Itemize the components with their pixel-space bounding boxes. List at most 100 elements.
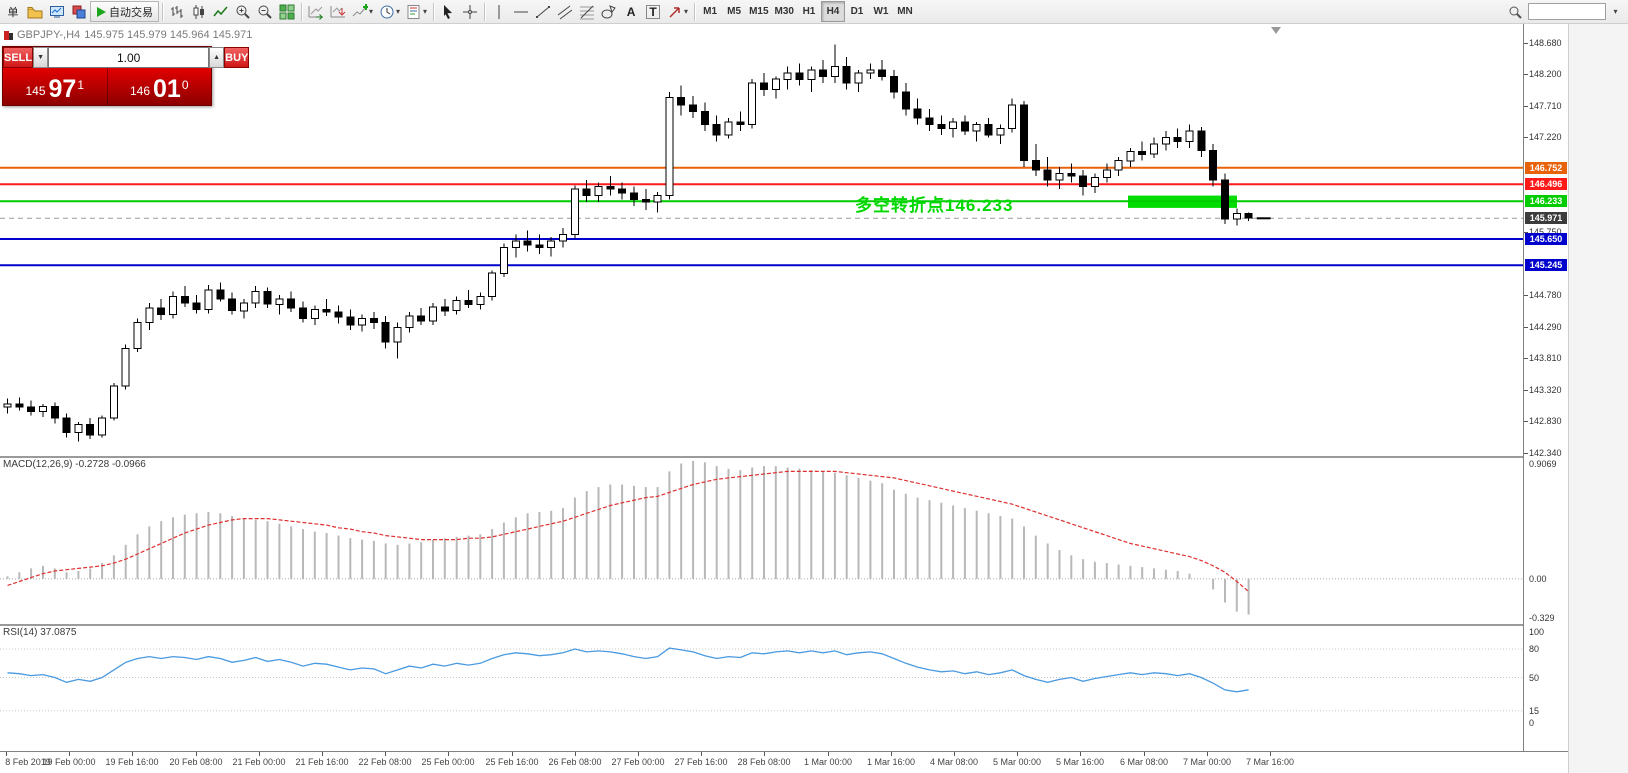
time-axis-label: 1 Mar 16:00 <box>866 757 916 767</box>
zoom-in-button[interactable] <box>232 1 254 22</box>
chart-symbol: GBPJPY-,H4 <box>17 29 81 41</box>
time-axis-label: 21 Feb 00:00 <box>232 757 286 767</box>
play-icon <box>97 6 106 17</box>
main-chart[interactable] <box>0 24 1523 456</box>
macd-histogram <box>6 460 1250 615</box>
search-input[interactable] <box>1528 3 1606 20</box>
text-label-tool[interactable]: T <box>642 1 664 22</box>
time-tick-mark <box>575 752 576 756</box>
price-level-badge: 145.245 <box>1525 259 1567 271</box>
timeframe-m30[interactable]: M30 <box>772 1 797 22</box>
terminal-button[interactable] <box>68 1 90 22</box>
shapes-icon <box>601 4 616 18</box>
template-icon <box>407 4 420 19</box>
rsi-panel[interactable] <box>0 626 1523 729</box>
arrows-tool[interactable]: ▾ <box>664 1 691 22</box>
channel-tool[interactable] <box>554 1 576 22</box>
sell-button[interactable]: SELL <box>3 47 34 68</box>
time-tick-mark <box>196 752 197 756</box>
timeframe-h4[interactable]: H4 <box>820 1 845 22</box>
timeframe-m15[interactable]: M15 <box>746 1 771 22</box>
line-chart-button[interactable] <box>210 1 232 22</box>
open-folder-button[interactable] <box>24 1 46 22</box>
volume-input[interactable] <box>48 47 210 68</box>
cursor-button[interactable] <box>437 1 459 22</box>
toolbar-right: ▾ <box>1504 1 1626 22</box>
new-order-button[interactable]: 单 <box>2 1 24 22</box>
chart-ohlc-values: 145.975 145.979 145.964 145.971 <box>84 29 253 41</box>
time-axis[interactable]: 8 Feb 2019 19 Feb 00:00 19 Feb 16:00 20 Feb… <box>0 751 1568 773</box>
time-tick-mark <box>638 752 639 756</box>
volume-down-button[interactable]: ▼ <box>33 47 49 68</box>
line-chart-icon <box>213 6 228 16</box>
time-axis-label: 19 Feb 00:00 <box>42 757 96 767</box>
chart-shift-marker[interactable] <box>1271 27 1281 34</box>
market-watch-button[interactable] <box>46 1 68 22</box>
fibonacci-icon <box>580 5 595 19</box>
timeframe-m1[interactable]: M1 <box>698 1 722 22</box>
shapes-tool[interactable] <box>598 1 620 22</box>
text-tool[interactable]: A <box>620 1 642 22</box>
buy-button[interactable]: BUY <box>224 47 250 68</box>
macd-panel[interactable] <box>0 458 1523 624</box>
periods-button[interactable]: ▾ <box>376 1 403 22</box>
one-click-icon[interactable] <box>4 30 13 40</box>
time-axis-label: 1 Mar 00:00 <box>803 757 853 767</box>
timeframe-mn[interactable]: MN <box>893 1 917 22</box>
autotrading-label: 自动交易 <box>109 6 153 19</box>
price-tick-mark <box>1524 137 1528 138</box>
timeframe-h1[interactable]: H1 <box>797 1 821 22</box>
time-axis-label: 26 Feb 08:00 <box>548 757 602 767</box>
crosshair-button[interactable] <box>459 1 481 22</box>
time-axis-label: 7 Mar 16:00 <box>1245 757 1295 767</box>
buy-price[interactable]: 146 01 0 <box>108 68 212 105</box>
channel-icon <box>557 5 573 19</box>
timeframe-m5[interactable]: M5 <box>722 1 746 22</box>
timeframe-d1[interactable]: D1 <box>845 1 869 22</box>
toolbar-separator <box>433 2 435 21</box>
price-level-badge: 145.971 <box>1525 212 1567 224</box>
sell-price-big: 97 <box>48 75 77 103</box>
sell-price-sup: 1 <box>77 78 85 92</box>
price-level-badge: 146.752 <box>1525 162 1567 174</box>
search-button[interactable] <box>1504 1 1526 22</box>
tile-windows-button[interactable] <box>276 1 298 22</box>
vertical-line-icon <box>498 4 500 19</box>
terminal-icon <box>72 5 86 18</box>
autotrading-button[interactable]: 自动交易 <box>90 1 159 22</box>
time-tick-mark <box>1270 752 1271 756</box>
time-tick-mark <box>1017 752 1018 756</box>
timeframe-w1[interactable]: W1 <box>869 1 893 22</box>
zoom-out-icon <box>258 5 272 19</box>
time-tick-mark <box>512 752 513 756</box>
price-tick-label: 148.200 <box>1529 69 1562 79</box>
chart-shift-button[interactable] <box>327 1 349 22</box>
sell-price-small: 145 <box>25 84 46 98</box>
time-axis-label: 20 Feb 08:00 <box>169 757 223 767</box>
sell-price[interactable]: 145 97 1 <box>3 68 108 105</box>
indicators-button[interactable]: ▾ <box>349 1 376 22</box>
market-watch-icon <box>50 5 64 18</box>
price-level-badge: 145.650 <box>1525 233 1567 245</box>
horizontal-line-tool[interactable] <box>510 1 532 22</box>
arrow-icon <box>669 6 680 18</box>
trendline-tool[interactable] <box>532 1 554 22</box>
price-axis[interactable]: 148.680 148.200 147.710 147.220 145.750 144.7… <box>1523 24 1569 751</box>
volume-up-button[interactable]: ▲ <box>209 47 225 68</box>
auto-scroll-button[interactable] <box>305 1 327 22</box>
zoom-out-button[interactable] <box>254 1 276 22</box>
time-axis-label: 28 Feb 08:00 <box>737 757 791 767</box>
toolbar-options-button[interactable]: ▾ <box>1608 1 1622 22</box>
time-axis-label: 25 Feb 00:00 <box>421 757 475 767</box>
toolbar-separator <box>484 2 486 21</box>
candlestick-button[interactable] <box>188 1 210 22</box>
fibonacci-tool[interactable] <box>576 1 598 22</box>
bar-chart-button[interactable] <box>166 1 188 22</box>
indicators-icon <box>352 3 368 16</box>
pivot-annotation-text[interactable]: 多空转折点146.233 <box>855 196 1014 215</box>
time-tick-mark <box>891 752 892 756</box>
chart-workspace: GBPJPY-,H4 145.975 145.979 145.964 145.9… <box>0 24 1628 773</box>
vertical-line-tool[interactable] <box>488 1 510 22</box>
chevron-down-icon: ▾ <box>1613 7 1618 16</box>
templates-button[interactable]: ▾ <box>403 1 430 22</box>
